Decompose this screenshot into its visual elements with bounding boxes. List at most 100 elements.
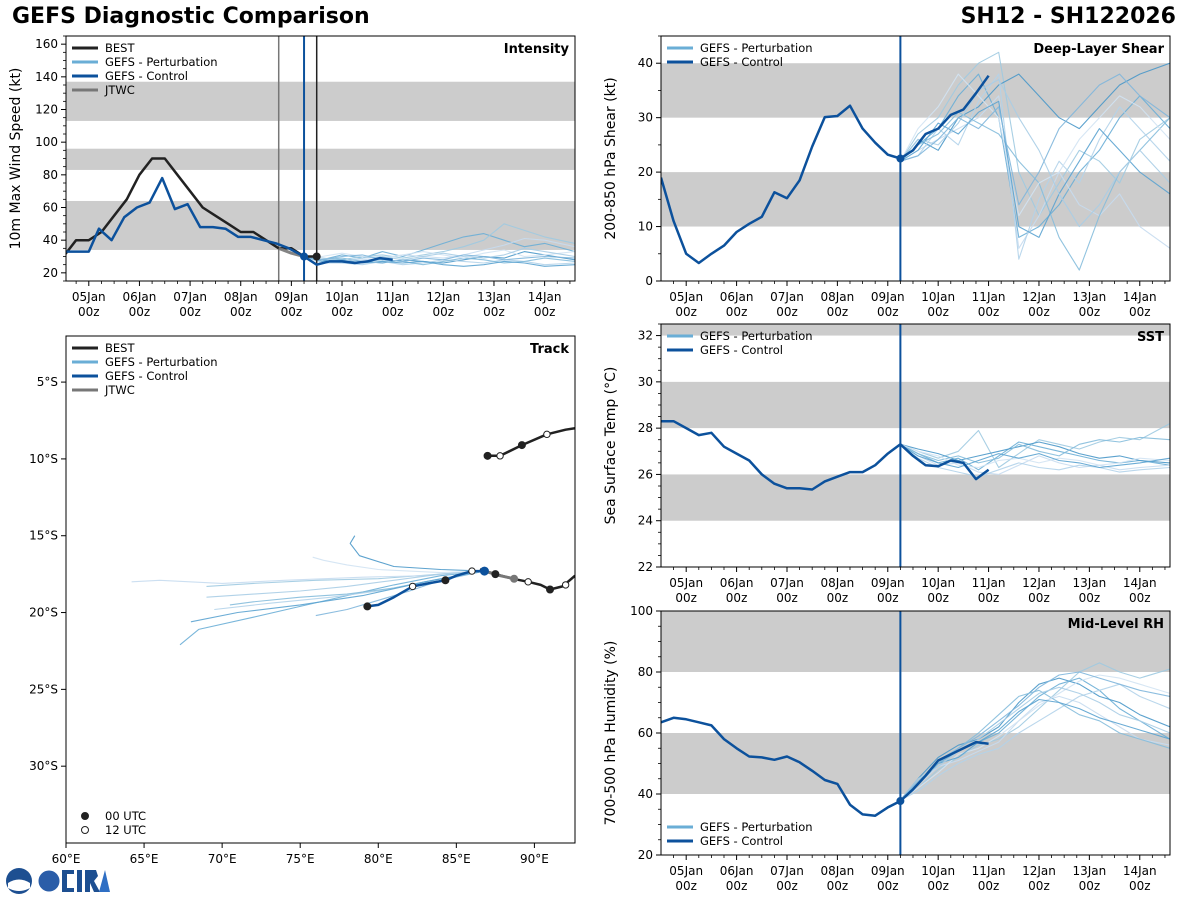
cira-logo-icon [6, 868, 110, 894]
intensity-best-point [312, 252, 321, 261]
shear-control-line [661, 74, 990, 265]
intensity-x-tick-label-hour: 00z [230, 305, 252, 319]
intensity-y-tick-label: 120 [35, 103, 58, 117]
track-legend-label: GEFS - Control [105, 369, 188, 383]
intensity-x-tick-label: 08Jan [224, 290, 258, 304]
track-y-tick-label: 5°S [37, 375, 58, 389]
shear-x-tick-label: 05Jan [669, 290, 703, 304]
shear-x-tick-label-hour: 00z [877, 305, 899, 319]
track-legend-label: JTWC [104, 383, 135, 397]
shear-x-tick-label: 09Jan [871, 290, 905, 304]
sst-legend-label: GEFS - Control [700, 343, 783, 357]
sst-plot-area [661, 324, 1170, 567]
rh-y-tick-label: 20 [638, 848, 653, 862]
intensity-band [66, 81, 575, 121]
intensity-panel-title: Intensity [504, 42, 570, 57]
rh-control-line [661, 716, 989, 817]
track-best-12utc-point [524, 578, 532, 586]
shear-x-tick-label-hour: 00z [1028, 305, 1050, 319]
sst-x-tick-label: 06Jan [720, 576, 754, 590]
shear-band [661, 63, 1170, 118]
track-control-12utc-point [468, 567, 476, 575]
shear-y-axis-label: 200-850 hPa Shear (kt) [603, 77, 619, 239]
sst-x-tick-label: 12Jan [1022, 576, 1056, 590]
rh-x-tick-label-hour: 00z [1079, 879, 1101, 893]
shear-perturbation-line [899, 62, 1170, 162]
intensity-x-tick-label: 13Jan [477, 290, 511, 304]
intensity-panel: 2040608010012014016005Jan00z06Jan00z07Ja… [8, 35, 576, 319]
rh-x-tick-label-hour: 00z [675, 879, 697, 893]
track-perturbation-line [312, 556, 485, 574]
sst-y-tick-label: 30 [638, 375, 653, 389]
rh-x-tick-label: 08Jan [820, 864, 854, 878]
track-x-tick-label: 70°E [208, 852, 237, 866]
storm-id-title: SH12 - SH122026 [960, 4, 1176, 29]
sst-x-tick-label-hour: 00z [1129, 591, 1151, 605]
rh-x-tick-label: 05Jan [669, 864, 703, 878]
shear-y-tick-label: 20 [638, 165, 653, 179]
intensity-x-tick-label: 12Jan [426, 290, 460, 304]
sst-y-tick-label: 28 [638, 421, 653, 435]
sst-band [661, 474, 1170, 521]
intensity-y-tick-label: 100 [35, 135, 58, 149]
track-x-tick-label: 60°E [52, 852, 81, 866]
sst-y-tick-label: 24 [638, 514, 653, 528]
track-best-00utc-point [491, 570, 500, 579]
sst-x-tick-label-hour: 00z [927, 591, 949, 605]
intensity-y-tick-label: 40 [43, 233, 58, 247]
rh-x-tick-label-hour: 00z [927, 879, 949, 893]
intensity-legend-label: JTWC [104, 83, 135, 97]
sst-x-tick-label-hour: 00z [675, 591, 697, 605]
track-perturbation-line [190, 570, 485, 623]
track-control-00utc-point [363, 602, 372, 611]
intensity-x-tick-label: 05Jan [72, 290, 106, 304]
shear-x-tick-label: 13Jan [1072, 290, 1106, 304]
shear-legend-label: GEFS - Perturbation [700, 41, 813, 55]
intensity-y-tick-label: 80 [43, 168, 58, 182]
track-axes-frame [65, 335, 576, 844]
track-best-00utc-point [546, 585, 555, 594]
intensity-x-tick-label-hour: 00z [382, 305, 404, 319]
track-marker-legend-symbol [81, 812, 89, 820]
intensity-control-line [66, 176, 393, 266]
intensity-y-tick-label: 20 [43, 266, 58, 280]
intensity-y-axis-label: 10m Max Wind Speed (kt) [8, 68, 24, 250]
intensity-y-tick-label: 160 [35, 37, 58, 51]
shear-axes-frame [660, 35, 1171, 282]
shear-x-tick-label: 06Jan [720, 290, 754, 304]
track-perturbation-line [229, 570, 485, 606]
rh-perturbation-line [900, 698, 1170, 801]
rh-x-tick-label: 13Jan [1072, 864, 1106, 878]
track-panel-title: Track [530, 342, 569, 357]
rh-y-axis-label: 700-500 hPa Humidity (%) [603, 641, 619, 826]
sst-x-tick-label-hour: 00z [726, 591, 748, 605]
shear-perturbation-line [899, 73, 1170, 217]
rh-y-tick-label: 40 [638, 787, 653, 801]
shear-x-tick-label: 07Jan [770, 290, 804, 304]
track-control-00utc-point [441, 576, 450, 585]
track-perturbation-line [349, 535, 485, 572]
shear-x-tick-label-hour: 00z [978, 305, 1000, 319]
sst-x-tick-label: 07Jan [770, 576, 804, 590]
shear-y-tick-label: 30 [638, 111, 653, 125]
rh-perturbation-line [900, 674, 1170, 801]
rh-perturbation-line [900, 683, 1170, 801]
track-best-12utc-point [496, 452, 504, 460]
track-control-current-point [479, 566, 489, 576]
shear-panel-title: Deep-Layer Shear [1033, 42, 1164, 57]
shear-x-tick-label: 08Jan [820, 290, 854, 304]
sst-legend-label: GEFS - Perturbation [700, 329, 813, 343]
track-marker-legend-label: 00 UTC [105, 809, 146, 823]
intensity-x-tick-label: 14Jan [528, 290, 562, 304]
shear-plot-area [661, 36, 1170, 281]
shear-x-tick-label: 11Jan [972, 290, 1006, 304]
track-best-00utc-point [517, 441, 526, 450]
sst-y-tick-label: 22 [638, 560, 653, 574]
rh-band [661, 611, 1170, 672]
intensity-x-tick-label-hour: 00z [534, 305, 556, 319]
rh-legend-label: GEFS - Perturbation [700, 820, 813, 834]
intensity-x-tick-label-hour: 00z [433, 305, 455, 319]
sst-panel: 22242628303205Jan00z06Jan00z07Jan00z08Ja… [603, 323, 1171, 605]
shear-x-tick-label-hour: 00z [1129, 305, 1151, 319]
